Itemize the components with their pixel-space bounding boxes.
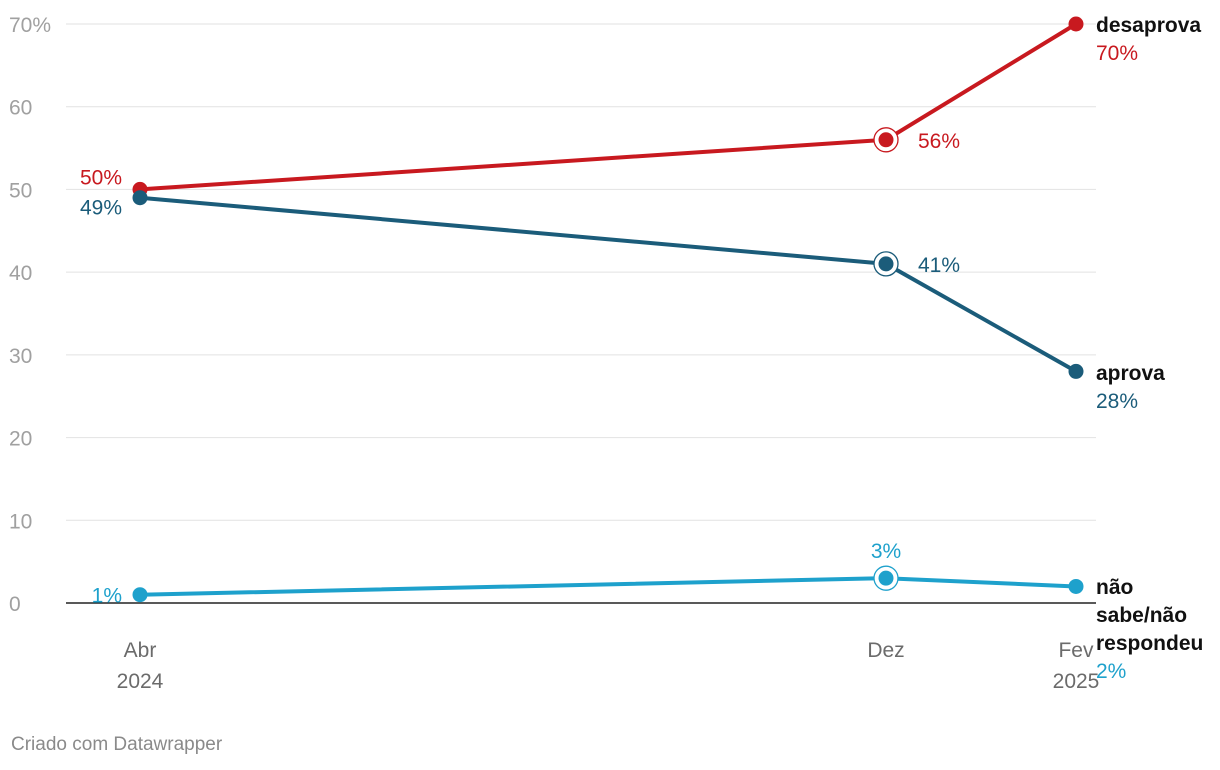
y-tick-label: 50	[9, 179, 32, 202]
data-point	[878, 256, 894, 272]
y-tick-label: 70%	[9, 14, 51, 37]
x-tick-label: Dez	[867, 639, 904, 662]
data-point	[1068, 363, 1084, 379]
data-label: 2%	[1096, 660, 1126, 683]
data-label: 41%	[918, 254, 960, 277]
credit-text: Criado com Datawrapper	[11, 734, 223, 755]
series-label: aprova	[1096, 362, 1165, 385]
data-point	[132, 587, 148, 603]
data-label: 70%	[1096, 42, 1138, 65]
y-tick-label: 60	[9, 97, 32, 120]
y-tick-label: 20	[9, 428, 32, 451]
data-label: 56%	[918, 130, 960, 153]
x-tick-label: 2024	[117, 670, 164, 693]
y-tick-label: 0	[9, 593, 21, 616]
data-label: 1%	[92, 585, 122, 608]
series-label: respondeu	[1096, 632, 1203, 655]
data-label: 50%	[80, 166, 122, 189]
data-label: 3%	[871, 540, 901, 563]
x-tick-label: 2025	[1053, 670, 1100, 693]
y-tick-label: 10	[9, 510, 32, 533]
y-tick-label: 40	[9, 262, 32, 285]
data-point	[878, 132, 894, 148]
data-label: 49%	[80, 197, 122, 220]
data-point	[132, 190, 148, 206]
x-tick-label: Abr	[124, 639, 157, 662]
y-tick-label: 30	[9, 345, 32, 368]
series-line	[139, 195, 1077, 374]
series-label: não	[1096, 576, 1133, 599]
series-line	[139, 576, 1077, 597]
data-label: 28%	[1096, 390, 1138, 413]
series-label: sabe/não	[1096, 604, 1187, 627]
data-point	[1068, 578, 1084, 594]
data-point	[1068, 16, 1084, 32]
series-label: desaprova	[1096, 14, 1201, 37]
x-tick-label: Fev	[1058, 639, 1094, 662]
data-point	[878, 570, 894, 586]
